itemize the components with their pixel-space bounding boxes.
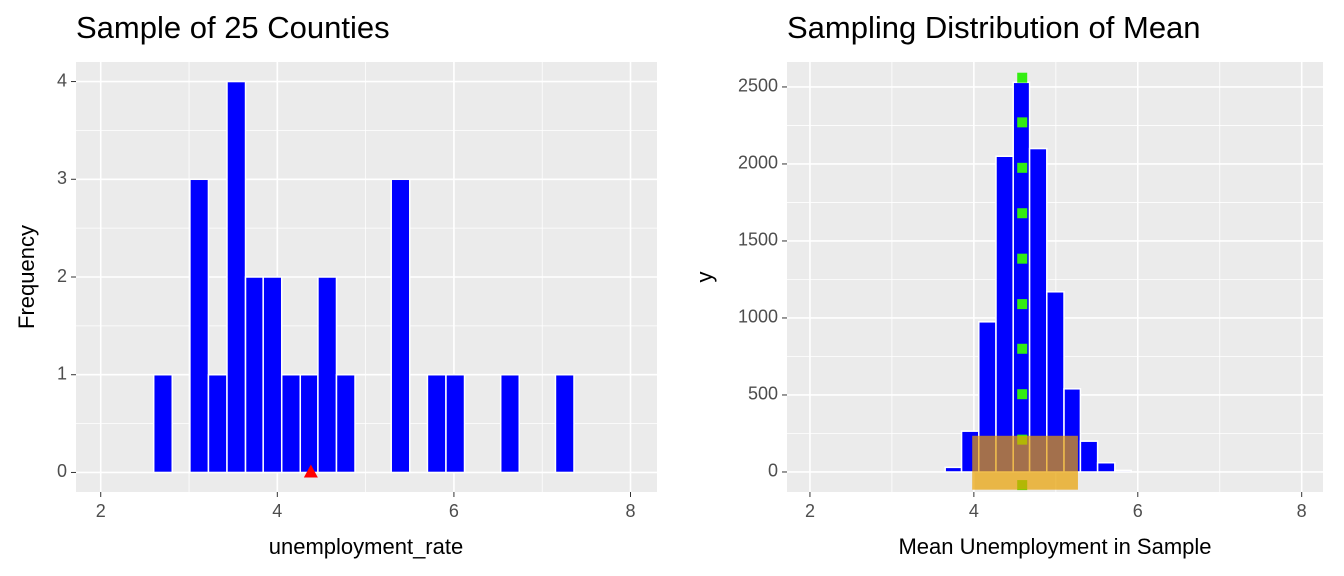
y-tick-label: 1000 — [738, 307, 778, 327]
bar — [317, 276, 338, 474]
bar — [299, 373, 319, 474]
bar — [944, 466, 963, 473]
x-axis-title: Mean Unemployment in Sample — [898, 534, 1211, 559]
x-tick-label: 2 — [96, 501, 106, 521]
y-tick-label: 2500 — [738, 76, 778, 96]
point — [1017, 389, 1028, 400]
y-tick-label: 3 — [57, 168, 67, 188]
bar — [390, 178, 411, 474]
bar — [226, 80, 247, 474]
y-tick-label: 0 — [768, 461, 778, 481]
bar — [1028, 147, 1048, 473]
y-tick-label: 1 — [57, 363, 67, 383]
bar — [1012, 81, 1031, 473]
point — [1017, 72, 1028, 83]
x-tick-label: 2 — [805, 501, 815, 521]
x-tick-label: 8 — [1297, 501, 1307, 521]
x-tick-label: 4 — [969, 501, 979, 521]
y-tick-label: 2000 — [738, 153, 778, 173]
bar — [499, 373, 521, 474]
bar — [426, 373, 447, 474]
bar — [262, 276, 283, 474]
bar — [244, 276, 264, 474]
y-tick-label: 0 — [57, 461, 67, 481]
point — [1017, 343, 1028, 354]
y-tick-label: 500 — [748, 384, 778, 404]
bar — [995, 155, 1014, 473]
y-tick-label: 4 — [57, 70, 67, 90]
x-tick-label: 8 — [626, 501, 636, 521]
x-tick-label: 6 — [449, 501, 459, 521]
point — [1017, 117, 1028, 128]
bar — [280, 373, 302, 474]
bar — [335, 373, 356, 474]
point — [1017, 208, 1028, 219]
bar — [207, 373, 228, 474]
bar — [189, 178, 210, 474]
y-tick-label: 2 — [57, 266, 67, 286]
point — [1017, 253, 1028, 264]
y-tick-label: 1500 — [738, 230, 778, 250]
bar — [1114, 469, 1132, 473]
bar — [1096, 461, 1116, 473]
y-axis-title: Frequency — [14, 225, 39, 329]
point — [1017, 299, 1028, 310]
y-axis-title: y — [692, 272, 717, 283]
chart-title: Sample of 25 Counties — [76, 10, 390, 45]
x-axis-title: unemployment_rate — [269, 534, 463, 559]
bar — [445, 373, 466, 474]
x-tick-label: 4 — [272, 501, 282, 521]
point — [1017, 162, 1028, 173]
bar — [152, 373, 173, 474]
chart-title: Sampling Distribution of Mean — [787, 10, 1201, 45]
point — [303, 464, 318, 478]
interval-rect — [972, 435, 1078, 490]
x-tick-label: 6 — [1133, 501, 1143, 521]
bar — [554, 373, 575, 474]
bar — [1079, 440, 1099, 473]
